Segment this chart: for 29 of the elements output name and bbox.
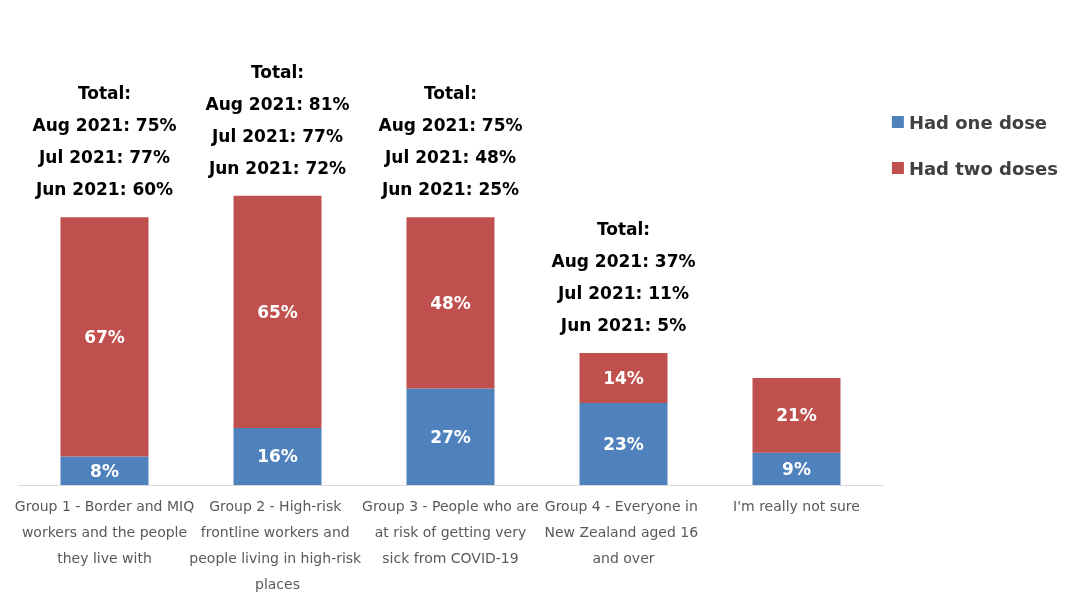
data-label: 9%	[782, 458, 811, 479]
data-label: 23%	[603, 433, 644, 454]
annotation: Total: Aug 2021: 81% Jul 2021: 77% Jun 2021: 72%	[205, 61, 350, 178]
bar	[233, 427, 322, 485]
data-label: 67%	[84, 326, 125, 347]
bar	[752, 452, 841, 485]
data-label: 16%	[257, 446, 298, 467]
bar	[579, 402, 668, 485]
x-tick-label: Group 3 - People who are at risk of getting very sick from COVID-19	[362, 498, 539, 566]
data-label: 21%	[776, 405, 817, 426]
x-tick-label: Group 4 - Everyone in New Zealand aged 16 and over	[544, 498, 703, 566]
annotation: Total: Aug 2021: 37% Jul 2021: 11% Jun 2021: 5%	[551, 218, 696, 335]
legend-label: Had two doses	[908, 157, 1059, 179]
data-label: 27%	[430, 426, 471, 447]
annotation: Total: Aug 2021: 75% Jul 2021: 48% Jun 2021: 25%	[378, 83, 523, 200]
bar	[233, 195, 322, 428]
bar	[60, 217, 149, 457]
bar	[406, 217, 495, 389]
annotation: Total: Aug 2021: 75% Jul 2021: 77% Jun 2021: 60%	[32, 83, 177, 200]
data-label: 48%	[430, 292, 471, 313]
x-tick-label: I'm really not sure	[733, 498, 860, 514]
data-label: 65%	[257, 301, 298, 322]
bar	[579, 352, 668, 403]
bar	[406, 388, 495, 485]
bar	[60, 456, 149, 485]
bar	[752, 377, 841, 453]
data-label: 8%	[90, 460, 119, 481]
legend-label: Had one dose	[908, 111, 1048, 133]
data-label: 14%	[603, 367, 644, 388]
